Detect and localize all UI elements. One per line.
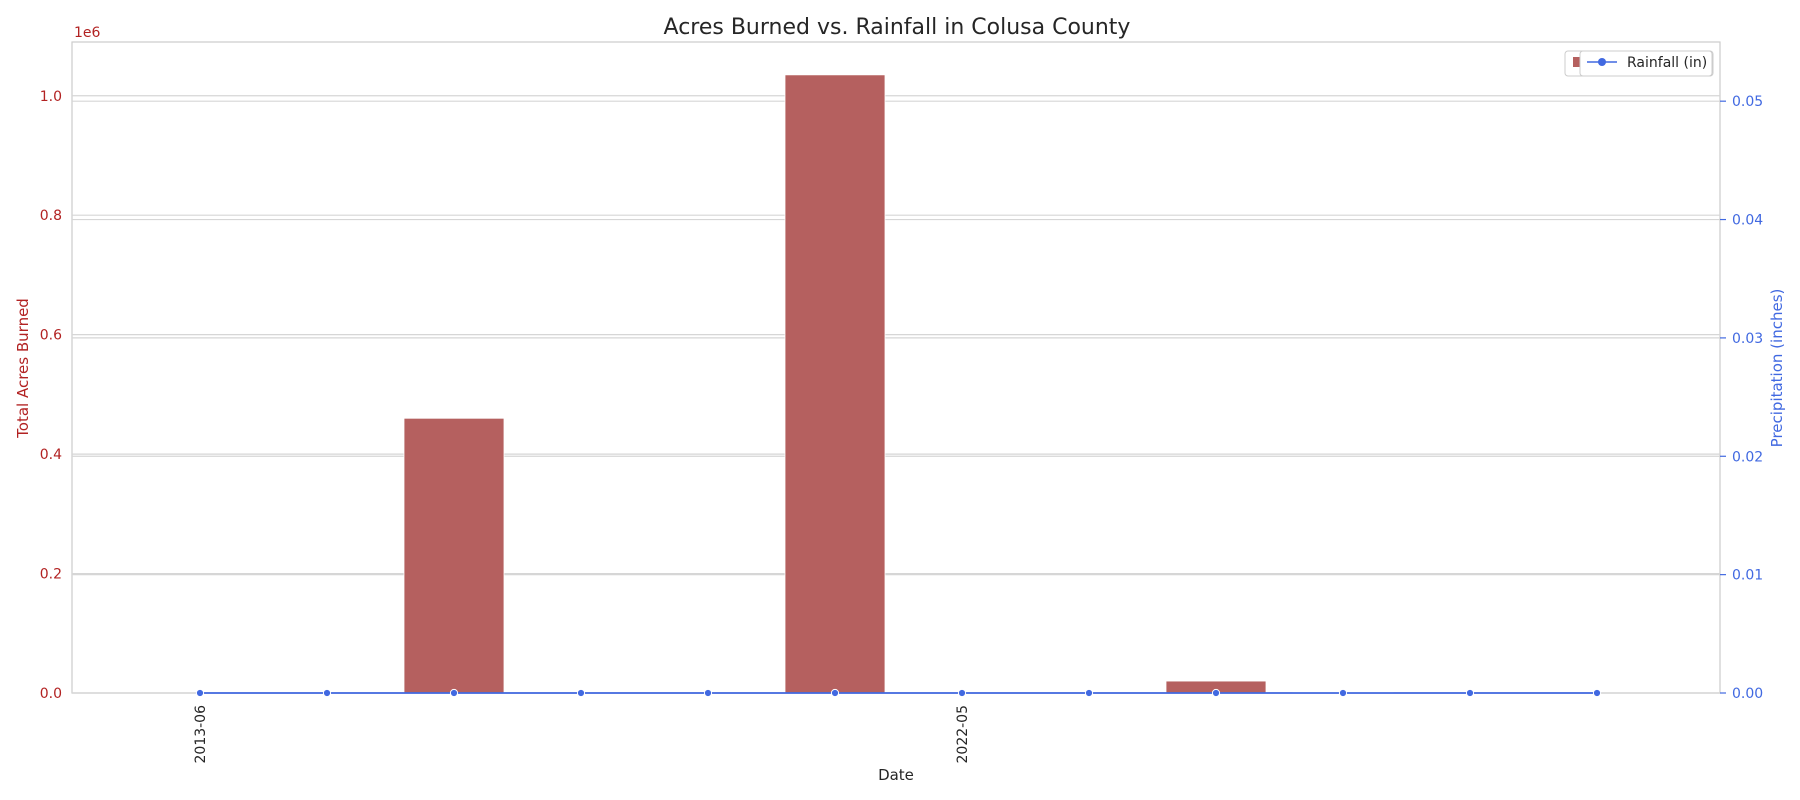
left-tick-label: 1.0 [40,89,62,105]
right-tick-label: 0.05 [1732,94,1763,110]
left-axis-label: Total Acres Burned [14,298,32,439]
chart-title: Acres Burned vs. Rainfall in Colusa Coun… [664,15,1131,40]
rainfall-point [322,688,332,698]
legend-label-rainfall: Rainfall (in) [1627,55,1707,71]
legend-background-line [1579,50,1713,77]
legend-line-marker [1598,58,1606,66]
bar-acres-burned [784,74,886,694]
left-tick-label: 0.0 [40,686,62,702]
left-tick-label: 0.2 [40,567,62,583]
left-tick-label: 0.4 [40,447,62,463]
rainfall-point [1338,688,1348,698]
legend-bar-swatch [1573,57,1583,67]
plot-frame [71,41,1721,694]
right-tick-label: 0.04 [1732,213,1763,229]
legend: Rainfall (in) [1564,50,1714,77]
rainfall-point [1592,688,1602,698]
rainfall-point [576,688,586,698]
right-axis-label: Precipitation (inches) [1768,289,1786,448]
bar-series [403,74,1394,694]
rainfall-point [703,688,713,698]
left-axis-ticks: 0.0 0.2 0.4 0.6 0.8 1.0 [40,89,62,702]
right-axis-ticks: 0.00 0.01 0.02 0.03 0.04 0.05 [1720,94,1763,702]
rainfall-point [957,688,967,698]
rainfall-point [1084,688,1094,698]
rainfall-point [1211,688,1221,698]
left-axis-multiplier: 1e6 [74,25,101,41]
left-tick-label: 0.8 [40,208,62,224]
right-tick-label: 0.03 [1732,331,1763,347]
x-tick-label: 2022-05 [955,705,971,764]
left-tick-label: 0.6 [40,328,62,344]
x-axis-ticks: 2013-06 2022-05 [193,705,971,764]
x-axis-label: Date [878,766,914,784]
rainfall-line-series [195,688,1602,698]
x-tick-label: 2013-06 [193,705,209,764]
rainfall-point [449,688,459,698]
grid-lines [72,95,1720,694]
right-tick-label: 0.02 [1732,449,1763,465]
bar-acres-burned [403,417,505,694]
right-tick-label: 0.01 [1732,568,1763,584]
right-tick-label: 0.00 [1732,686,1763,702]
rainfall-point [1465,688,1475,698]
rainfall-point [195,688,205,698]
rainfall-point [830,688,840,698]
